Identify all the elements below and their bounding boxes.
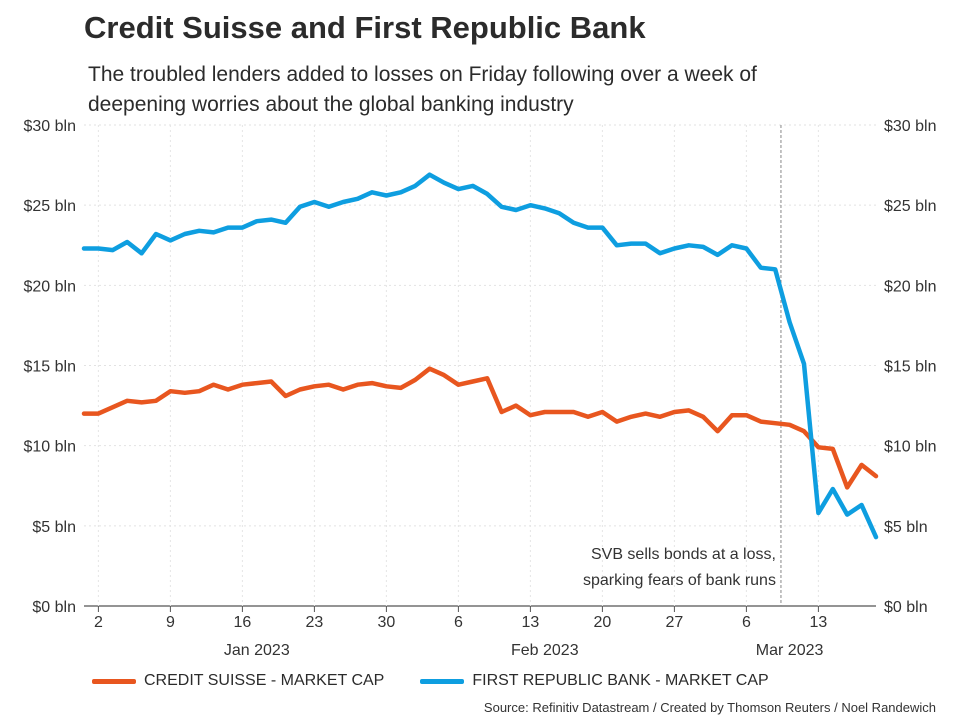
x-month-label: Feb 2023 [511,642,579,659]
y-tick-label-right: $20 bln [884,278,937,295]
x-tick-label: 23 [306,614,324,631]
x-month-label: Jan 2023 [224,642,290,659]
y-tick-label-left: $20 bln [24,278,77,295]
y-tick-label-left: $5 bln [32,519,76,536]
legend-item-first-republic: FIRST REPUBLIC BANK - MARKET CAP [420,672,769,690]
legend: CREDIT SUISSE - MARKET CAP FIRST REPUBLI… [92,672,805,690]
annotation-text: SVB sells bonds at a loss, [591,546,776,563]
x-tick-label: 13 [522,614,540,631]
legend-label-first-republic: FIRST REPUBLIC BANK - MARKET CAP [472,672,769,689]
x-tick-label: 13 [810,614,828,631]
y-tick-label-left: $15 bln [24,359,77,376]
y-tick-label-right: $5 bln [884,519,928,536]
y-tick-label-left: $10 bln [24,439,77,456]
y-tick-label-left: $0 bln [32,599,76,616]
x-tick-label: 30 [378,614,396,631]
y-tick-label-left: $25 bln [24,198,77,215]
x-tick-label: 6 [742,614,751,631]
series-line-first-republic [81,172,879,540]
x-tick-label: 27 [666,614,684,631]
y-tick-label-right: $0 bln [884,599,928,616]
x-tick-label: 2 [94,614,103,631]
x-tick-label: 16 [234,614,252,631]
legend-item-credit-suisse: CREDIT SUISSE - MARKET CAP [92,672,384,690]
legend-swatch-credit-suisse [92,678,136,684]
y-tick-label-left: $30 bln [24,118,77,135]
legend-label-credit-suisse: CREDIT SUISSE - MARKET CAP [144,672,385,689]
y-tick-label-right: $15 bln [884,359,937,376]
x-month-label: Mar 2023 [756,642,824,659]
series-line-credit-suisse [81,366,879,490]
x-tick-label: 20 [594,614,612,631]
chart-title: Credit Suisse and First Republic Bank [84,10,646,45]
legend-swatch-first-republic [420,678,465,684]
x-tick-label: 6 [454,614,463,631]
annotation-text: sparking fears of bank runs [583,572,776,589]
y-tick-label-right: $30 bln [884,118,937,135]
x-tick-label: 9 [166,614,175,631]
chart-subtitle: The troubled lenders added to losses on … [88,63,757,116]
y-tick-label-right: $10 bln [884,439,937,456]
y-tick-label-right: $25 bln [884,198,937,215]
source-note: Source: Refinitiv Datastream / Created b… [483,700,936,715]
